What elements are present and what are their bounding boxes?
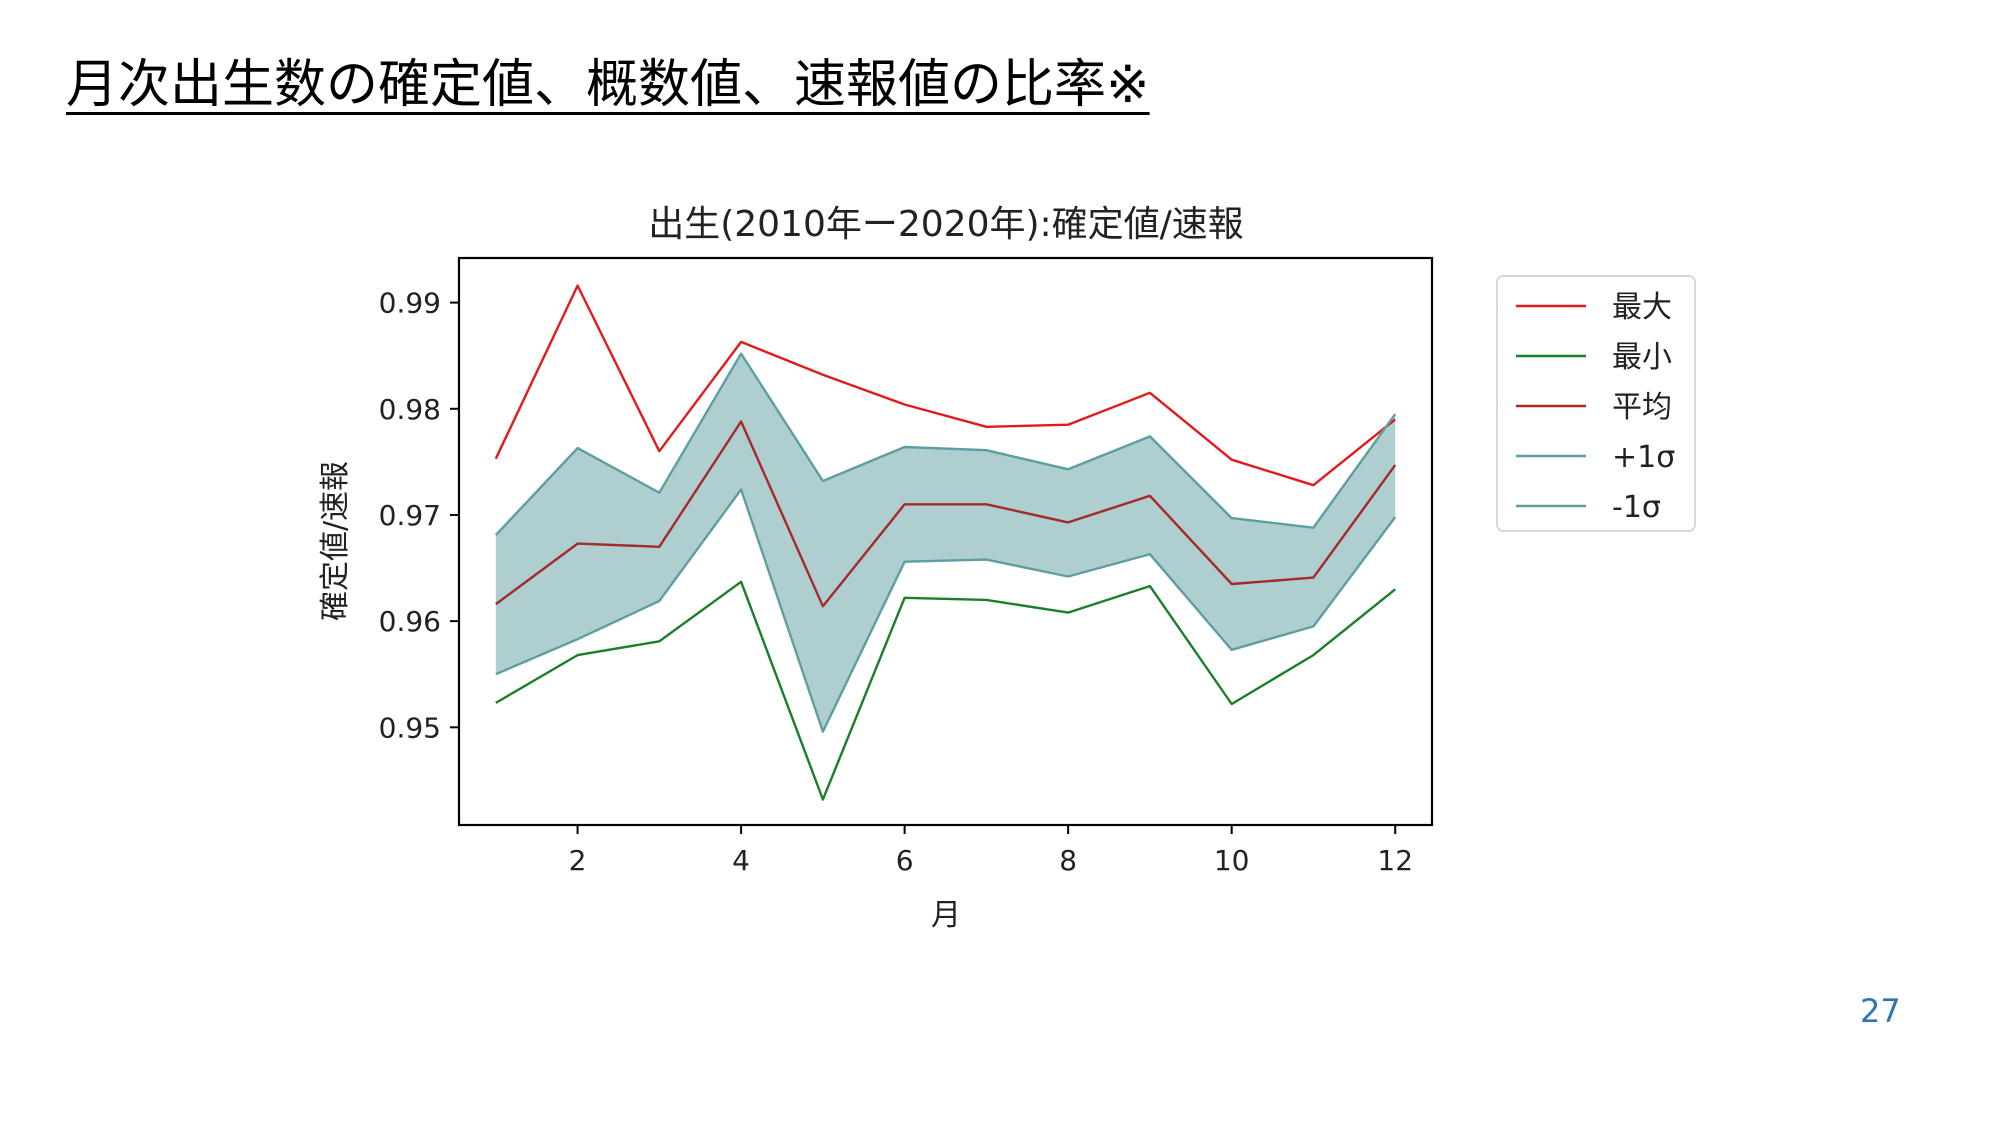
x-tick-label: 8	[1059, 844, 1077, 877]
plot-frame	[457, 256, 1434, 827]
x-tick-label: 10	[1214, 844, 1250, 877]
legend-box	[1496, 275, 1696, 532]
y-axis-label: 確定値/速報	[318, 461, 353, 621]
series-line-2	[495, 420, 1397, 608]
x-axis-label: 月	[931, 898, 961, 933]
x-tick-label: 4	[732, 844, 750, 877]
legend-label-1: 最小	[1612, 340, 1672, 375]
slide-title: 月次出生数の確定値、概数値、速報値の比率※	[66, 55, 1150, 115]
x-tick-label: 2	[569, 844, 587, 877]
axis-ticks: 2 4 6 8 10 12 0.95 0.96 0.97 0.98 0.99	[379, 287, 1413, 877]
series-line-4	[495, 488, 1397, 733]
y-tick-label: 0.97	[379, 499, 441, 532]
legend-label-2: 平均	[1612, 390, 1672, 425]
y-tick-label: 0.99	[379, 287, 441, 320]
legend-label-0: 最大	[1612, 290, 1672, 325]
y-tick-label: 0.95	[379, 711, 441, 744]
sigma-band	[495, 353, 1396, 732]
plot-area	[494, 284, 1397, 801]
x-tick-label: 6	[896, 844, 914, 877]
x-tick-label: 12	[1377, 844, 1413, 877]
y-tick-label: 0.96	[379, 605, 441, 638]
legend-label-4: -1σ	[1612, 490, 1661, 525]
series-line-3	[494, 352, 1397, 536]
page-number: 27	[1860, 992, 1901, 1030]
legend-label-3: +1σ	[1612, 440, 1675, 475]
series-line-0	[494, 284, 1396, 487]
y-tick-label: 0.98	[379, 393, 441, 426]
chart-title: 出生(2010年ー2020年):確定値/速報	[648, 204, 1244, 245]
series-line-1	[495, 580, 1396, 801]
